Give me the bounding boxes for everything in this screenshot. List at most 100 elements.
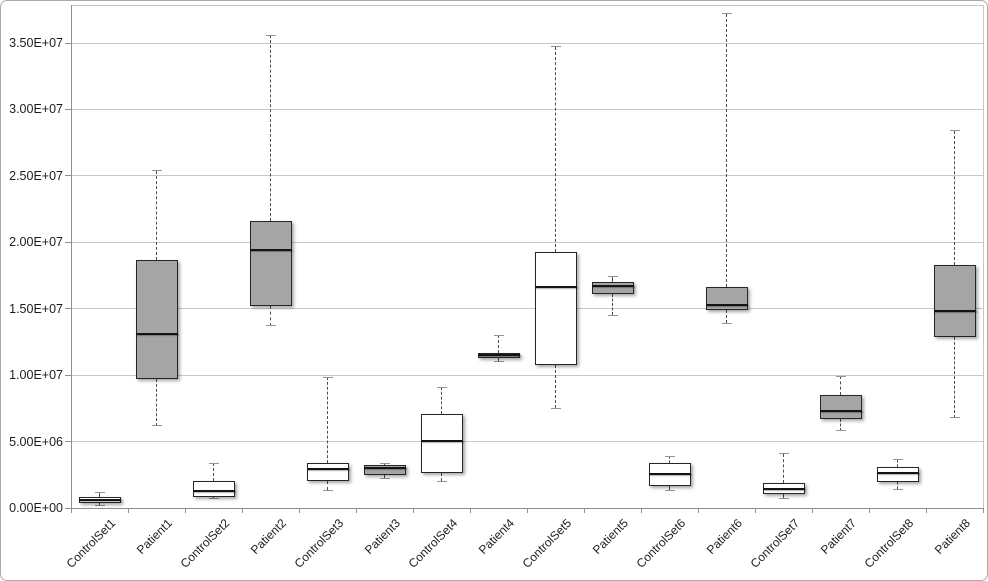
lower-whisker-cap <box>265 325 276 327</box>
x-axis-label: ControlSet4 <box>405 516 461 571</box>
lower-whisker-cap <box>778 497 789 499</box>
gridline <box>71 42 983 44</box>
x-axis-tick <box>71 508 72 513</box>
y-axis-tick <box>65 441 71 443</box>
x-axis-tick <box>242 508 243 513</box>
gridline <box>71 108 983 110</box>
upper-whisker <box>954 130 955 265</box>
lower-whisker <box>441 472 442 482</box>
box-patient8 <box>933 264 976 337</box>
box-patient7 <box>819 395 862 419</box>
y-axis-label: 5.00E+06 <box>9 434 63 449</box>
upper-whisker <box>270 35 271 222</box>
x-axis-tick <box>812 508 813 513</box>
upper-whisker <box>384 463 385 466</box>
median-line <box>762 488 805 491</box>
x-axis-label: Patient3 <box>362 516 404 558</box>
gridline <box>71 374 983 376</box>
median-line <box>591 285 634 288</box>
y-axis-tick <box>65 308 71 310</box>
y-axis-line <box>71 5 72 509</box>
upper-whisker-cap <box>265 34 276 36</box>
lower-whisker-cap <box>892 488 903 490</box>
x-axis-label: Patient5 <box>590 516 632 558</box>
x-axis-label: ControlSet7 <box>747 516 803 571</box>
x-axis-label: ControlSet1 <box>63 516 119 571</box>
y-axis-label: 3.00E+07 <box>9 102 63 117</box>
median-line <box>876 471 919 474</box>
x-axis-tick <box>755 508 756 513</box>
upper-whisker <box>156 170 157 260</box>
lower-whisker-cap <box>436 480 447 482</box>
upper-whisker-cap <box>892 459 903 460</box>
x-axis-tick <box>413 508 414 513</box>
gridline <box>71 308 983 310</box>
gridline <box>71 241 983 243</box>
upper-whisker <box>726 13 727 288</box>
box-controlset4 <box>420 413 463 473</box>
upper-whisker <box>555 46 556 252</box>
lower-whisker-cap <box>607 314 618 316</box>
median-line <box>534 286 577 289</box>
upper-whisker <box>498 335 499 353</box>
upper-whisker-cap <box>322 376 333 378</box>
lower-whisker-cap <box>493 361 504 363</box>
y-axis-label: 1.00E+07 <box>9 368 63 383</box>
median-line <box>705 303 748 306</box>
median-line <box>135 332 178 335</box>
box-patient2 <box>249 221 292 307</box>
lower-whisker <box>669 486 670 491</box>
x-axis-tick <box>926 508 927 513</box>
x-axis-label: Patient8 <box>932 516 974 558</box>
y-axis-tick <box>65 108 71 110</box>
upper-whisker <box>783 453 784 483</box>
upper-whisker-cap <box>208 462 219 464</box>
lower-whisker-cap <box>151 425 162 427</box>
y-axis-label: 2.00E+07 <box>9 235 63 250</box>
x-axis-tick <box>185 508 186 513</box>
lower-whisker-cap <box>94 504 105 506</box>
lower-whisker <box>156 379 157 426</box>
lower-whisker <box>954 336 955 418</box>
x-axis-tick <box>584 508 585 513</box>
box-controlset8 <box>876 467 919 483</box>
upper-whisker-cap <box>778 453 789 455</box>
x-axis-label: ControlSet3 <box>291 516 347 571</box>
lower-whisker-cap <box>664 489 675 491</box>
upper-whisker <box>840 376 841 396</box>
gridline <box>71 441 983 443</box>
upper-whisker-cap <box>493 334 504 336</box>
y-axis-label: 1.50E+07 <box>9 301 63 316</box>
upper-whisker-cap <box>607 276 618 278</box>
x-axis-tick <box>698 508 699 513</box>
upper-whisker-cap <box>664 455 675 457</box>
plot-frame-right <box>983 5 984 508</box>
median-line <box>78 499 121 502</box>
plot-frame-top <box>71 5 983 6</box>
median-line <box>249 249 292 252</box>
upper-whisker <box>612 276 613 283</box>
x-axis-tick <box>641 508 642 513</box>
median-line <box>306 468 349 471</box>
x-axis-tick <box>470 508 471 513</box>
lower-whisker <box>270 306 271 326</box>
box-controlset2 <box>192 481 235 497</box>
x-axis-tick <box>299 508 300 513</box>
y-axis-tick <box>65 42 71 44</box>
median-line <box>933 310 976 313</box>
lower-whisker <box>612 294 613 316</box>
x-axis-label: Patient1 <box>134 516 176 558</box>
upper-whisker-cap <box>949 130 960 132</box>
lower-whisker <box>555 364 556 409</box>
upper-whisker-cap <box>94 491 105 493</box>
lower-whisker-cap <box>721 322 732 324</box>
upper-whisker-cap <box>550 46 561 48</box>
x-axis-tick <box>983 508 984 513</box>
lower-whisker-cap <box>949 417 960 419</box>
upper-whisker <box>99 492 100 497</box>
median-line <box>363 467 406 470</box>
x-axis-tick <box>869 508 870 513</box>
box-controlset3 <box>306 463 349 481</box>
